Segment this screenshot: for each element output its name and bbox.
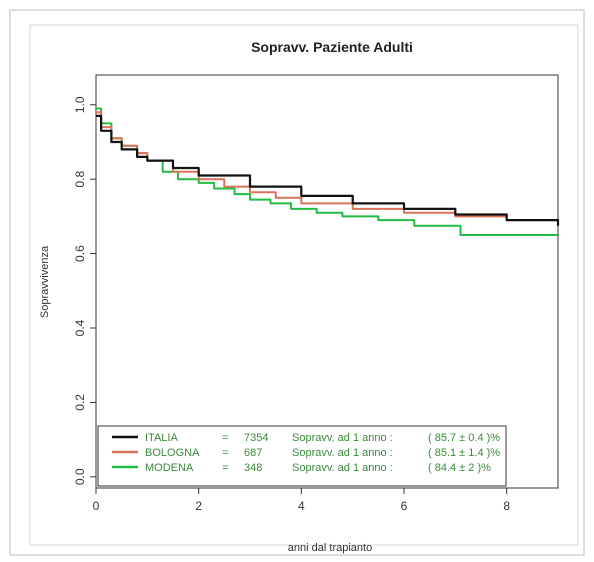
- y-axis-label: Sopravvivenza: [39, 245, 51, 318]
- x-tick-label: 8: [503, 499, 510, 513]
- plot-area: [95, 74, 559, 489]
- x-tick-label: 2: [195, 499, 202, 513]
- figure-frame: [9, 9, 585, 556]
- legend-box: [97, 425, 507, 487]
- y-tick-label: 1.0: [73, 96, 87, 113]
- legend-value: ( 85.7 ± 0.4 )%: [428, 432, 500, 444]
- series-lines: [96, 107, 560, 236]
- legend-text: Sopravv. ad 1 anno :: [292, 462, 393, 474]
- x-tick-label: 4: [298, 499, 305, 513]
- y-tick-label: 0.0: [73, 468, 87, 485]
- y-axis: 0.0 0.2 0.4 0.6 0.8 1.0: [73, 96, 96, 485]
- y-tick-label: 0.2: [73, 394, 87, 411]
- legend-text: Sopravv. ad 1 anno :: [292, 432, 393, 444]
- series-line-italia: [96, 114, 560, 226]
- x-tick-label: 0: [93, 499, 100, 513]
- x-axis: 0 2 4 6 8: [93, 488, 510, 513]
- legend-value: ( 84.4 ± 2 )%: [428, 462, 491, 474]
- legend-text: Sopravv. ad 1 anno :: [292, 447, 393, 459]
- legend-value: ( 85.1 ± 1.4 )%: [428, 447, 500, 459]
- legend-rows: ITALIA = 7354 Sopravv. ad 1 anno : ( 85.7 ± …: [112, 432, 500, 474]
- x-tick-label: 6: [401, 499, 408, 513]
- legend-name: ITALIA: [145, 432, 178, 444]
- legend-count: 687: [244, 447, 262, 459]
- x-axis-label: anni dal trapianto: [288, 542, 372, 554]
- legend-count: 348: [244, 462, 262, 474]
- legend-count: 7354: [244, 432, 268, 444]
- y-tick-label: 0.8: [73, 171, 87, 188]
- figure-inner-frame: [29, 24, 579, 546]
- series-line-bologna: [96, 111, 559, 222]
- legend-eq: =: [222, 432, 228, 444]
- chart-title: Sopravv. Paziente Adulti: [251, 39, 413, 55]
- legend-name: BOLOGNA: [145, 447, 200, 459]
- y-tick-label: 0.4: [73, 319, 87, 336]
- y-tick-label: 0.6: [73, 245, 87, 262]
- legend-eq: =: [222, 447, 228, 459]
- legend-name: MODENA: [145, 462, 194, 474]
- legend-eq: =: [222, 462, 228, 474]
- legend: ITALIA = 7354 Sopravv. ad 1 anno : ( 85.7 ± …: [97, 425, 507, 487]
